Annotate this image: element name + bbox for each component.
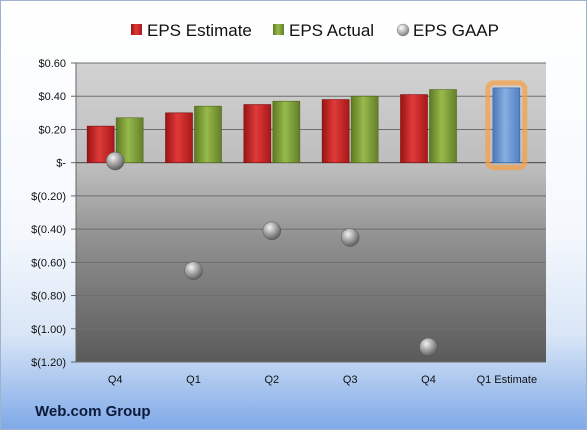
point-eps-gaap: [262, 221, 282, 241]
point-eps-gaap: [184, 261, 203, 280]
legend-label: EPS Estimate: [147, 21, 252, 40]
point-eps-gaap: [105, 151, 125, 171]
bar-eps-estimate: [400, 94, 428, 163]
point-eps-gaap: [340, 228, 360, 247]
x-tick-label: Q1 Estimate: [477, 374, 538, 386]
bar-eps-actual: [429, 89, 457, 163]
y-tick-label: $(0.80): [31, 291, 66, 303]
legend-marker-eps-estimate: [131, 24, 142, 35]
company-label: Web.com Group: [35, 403, 151, 420]
y-tick-label: $(0.40): [31, 224, 66, 236]
y-tick-label: $0.20: [38, 124, 66, 136]
y-tick-label: $0.40: [38, 91, 66, 103]
y-tick-label: $(1.20): [31, 357, 66, 369]
point-eps-gaap: [419, 337, 438, 357]
y-tick-label: $0.60: [38, 58, 66, 70]
bar-eps-forecast: [492, 87, 521, 163]
legend-marker-eps-actual: [273, 24, 284, 35]
bar-eps-actual: [194, 105, 222, 163]
y-tick-label: $(0.60): [31, 257, 66, 269]
y-tick-label: $(1.00): [31, 324, 66, 336]
x-tick-label: Q3: [343, 374, 358, 386]
x-tick-label: Q4: [108, 374, 123, 386]
bar-eps-actual: [272, 100, 301, 163]
bar-eps-estimate: [321, 99, 350, 163]
legend-label: EPS GAAP: [413, 21, 499, 40]
forecast-highlight: [485, 80, 528, 171]
legend-label: EPS Actual: [289, 21, 374, 40]
bar-eps-estimate: [165, 112, 193, 163]
legend-marker-eps-gaap: [396, 23, 410, 37]
y-tick-label: $(0.20): [31, 191, 66, 203]
x-tick-label: Q2: [264, 374, 279, 386]
y-tick-label: $-: [56, 158, 66, 170]
x-tick-label: Q1: [186, 374, 201, 386]
bar-eps-actual: [350, 95, 379, 163]
bar-eps-estimate: [243, 104, 272, 163]
x-tick-label: Q4: [421, 374, 436, 386]
plot-area: [76, 63, 546, 362]
